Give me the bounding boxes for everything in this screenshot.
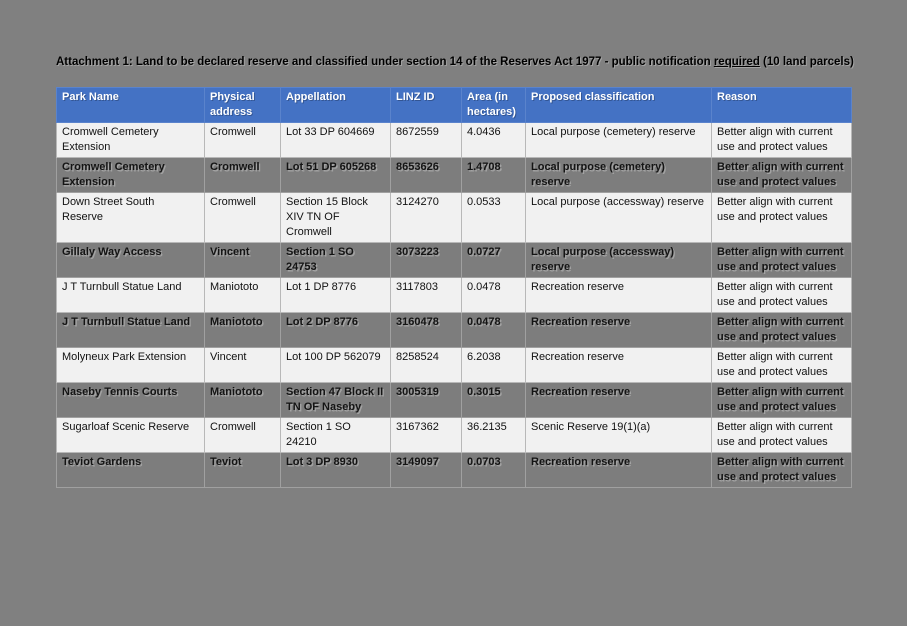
cell-reason: Better align with current use and protec… — [711, 417, 852, 453]
cell-park-name: Gillaly Way Access — [56, 242, 205, 278]
cell-proposed-classification: Scenic Reserve 19(1)(a) — [525, 417, 712, 453]
cell-physical-address: Vincent — [204, 242, 281, 278]
cell-reason: Better align with current use and protec… — [711, 347, 852, 383]
page-title-suffix: (10 land parcels) — [759, 56, 854, 68]
cell-linz-id: 8672559 — [390, 122, 462, 158]
table-row: Molyneux Park Extension Vincent Lot 100 DP… — [56, 347, 852, 383]
cell-appellation: Section 1 SO 24753 — [280, 242, 391, 278]
cell-linz-id: 3073223 — [390, 242, 462, 278]
cell-park-name: J T Turnbull Statue Land — [56, 312, 205, 348]
cell-reason: Better align with current use and protec… — [711, 452, 852, 488]
cell-physical-address: Cromwell — [204, 192, 281, 243]
cell-proposed-classification: Recreation reserve — [525, 347, 712, 383]
column-header-area: Area (in hectares) — [461, 87, 526, 123]
cell-appellation: Lot 33 DP 604669 — [280, 122, 391, 158]
table-row: Cromwell Cemetery Extension Cromwell Lot 5… — [56, 157, 852, 193]
cell-linz-id: 3167362 — [390, 417, 462, 453]
cell-linz-id: 3149097 — [390, 452, 462, 488]
column-header-reason: Reason — [711, 87, 852, 123]
column-header-physical-address: Physical address — [204, 87, 281, 123]
cell-proposed-classification: Local purpose (accessway) reserve — [525, 192, 712, 243]
cell-linz-id: 3117803 — [390, 277, 462, 313]
table-row: J T Turnbull Statue Land Maniototo Lot 1 D… — [56, 277, 852, 313]
cell-reason: Better align with current use and protec… — [711, 242, 852, 278]
cell-reason: Better align with current use and protec… — [711, 312, 852, 348]
cell-reason: Better align with current use and protec… — [711, 122, 852, 158]
column-header-appellation: Appellation — [280, 87, 391, 123]
table-body: Cromwell Cemetery Extension Cromwell Lot 3… — [56, 122, 852, 488]
cell-appellation: Lot 3 DP 8930 — [280, 452, 391, 488]
cell-reason: Better align with current use and protec… — [711, 382, 852, 418]
cell-appellation: Lot 2 DP 8776 — [280, 312, 391, 348]
cell-linz-id: 3005319 — [390, 382, 462, 418]
column-header-park-name: Park Name — [56, 87, 205, 123]
cell-park-name: Down Street South Reserve — [56, 192, 205, 243]
cell-reason: Better align with current use and protec… — [711, 157, 852, 193]
cell-linz-id: 3124270 — [390, 192, 462, 243]
cell-park-name: Cromwell Cemetery Extension — [56, 122, 205, 158]
cell-proposed-classification: Recreation reserve — [525, 277, 712, 313]
table-row: Teviot Gardens Teviot Lot 3 DP 8930 3149097… — [56, 452, 852, 488]
cell-appellation: Lot 100 DP 562079 — [280, 347, 391, 383]
cell-appellation: Section 47 Block II TN OF Naseby — [280, 382, 391, 418]
cell-proposed-classification: Local purpose (accessway) reserve — [525, 242, 712, 278]
cell-proposed-classification: Recreation reserve — [525, 382, 712, 418]
cell-physical-address: Maniototo — [204, 277, 281, 313]
table-row: Naseby Tennis Courts Maniototo Section 47 … — [56, 382, 852, 418]
page-title: Attachment 1: Land to be declared reserv… — [56, 56, 856, 68]
cell-proposed-classification: Local purpose (cemetery) reserve — [525, 157, 712, 193]
cell-linz-id: 3160478 — [390, 312, 462, 348]
cell-park-name: Naseby Tennis Courts — [56, 382, 205, 418]
cell-area: 0.3015 — [461, 382, 526, 418]
column-header-linz-id: LINZ ID — [390, 87, 462, 123]
column-header-proposed-classification: Proposed classification — [525, 87, 712, 123]
cell-physical-address: Maniototo — [204, 382, 281, 418]
cell-area: 6.2038 — [461, 347, 526, 383]
cell-area: 36.2135 — [461, 417, 526, 453]
cell-area: 4.0436 — [461, 122, 526, 158]
cell-physical-address: Cromwell — [204, 122, 281, 158]
cell-park-name: Teviot Gardens — [56, 452, 205, 488]
table-row: Sugarloaf Scenic Reserve Cromwell Section … — [56, 417, 852, 453]
cell-area: 0.0533 — [461, 192, 526, 243]
cell-proposed-classification: Recreation reserve — [525, 452, 712, 488]
cell-appellation: Lot 1 DP 8776 — [280, 277, 391, 313]
cell-area: 0.0478 — [461, 312, 526, 348]
cell-park-name: Molyneux Park Extension — [56, 347, 205, 383]
table-row: Cromwell Cemetery Extension Cromwell Lot 3… — [56, 122, 852, 158]
cell-physical-address: Maniototo — [204, 312, 281, 348]
cell-appellation: Lot 51 DP 605268 — [280, 157, 391, 193]
cell-area: 1.4708 — [461, 157, 526, 193]
cell-reason: Better align with current use and protec… — [711, 192, 852, 243]
cell-area: 0.0703 — [461, 452, 526, 488]
header-row: Park Name Physical address Appellation L… — [56, 87, 852, 123]
cell-physical-address: Teviot — [204, 452, 281, 488]
cell-proposed-classification: Recreation reserve — [525, 312, 712, 348]
land-parcels-table: Park Name Physical address Appellation L… — [56, 87, 852, 488]
cell-physical-address: Cromwell — [204, 417, 281, 453]
table-row: Gillaly Way Access Vincent Section 1 SO 24… — [56, 242, 852, 278]
cell-park-name: J T Turnbull Statue Land — [56, 277, 205, 313]
cell-linz-id: 8258524 — [390, 347, 462, 383]
table-row: Down Street South Reserve Cromwell Section… — [56, 192, 852, 243]
cell-park-name: Sugarloaf Scenic Reserve — [56, 417, 205, 453]
cell-appellation: Section 1 SO 24210 — [280, 417, 391, 453]
table-header: Park Name Physical address Appellation L… — [56, 87, 852, 123]
page-title-text: Attachment 1: Land to be declared reserv… — [56, 56, 714, 68]
page-title-underlined-word: required — [713, 56, 760, 68]
cell-appellation: Section 15 Block XIV TN OF Cromwell — [280, 192, 391, 243]
cell-physical-address: Vincent — [204, 347, 281, 383]
cell-park-name: Cromwell Cemetery Extension — [56, 157, 205, 193]
cell-area: 0.0478 — [461, 277, 526, 313]
cell-reason: Better align with current use and protec… — [711, 277, 852, 313]
cell-proposed-classification: Local purpose (cemetery) reserve — [525, 122, 712, 158]
cell-area: 0.0727 — [461, 242, 526, 278]
cell-physical-address: Cromwell — [204, 157, 281, 193]
table-row: J T Turnbull Statue Land Maniototo Lot 2 D… — [56, 312, 852, 348]
cell-linz-id: 8653626 — [390, 157, 462, 193]
